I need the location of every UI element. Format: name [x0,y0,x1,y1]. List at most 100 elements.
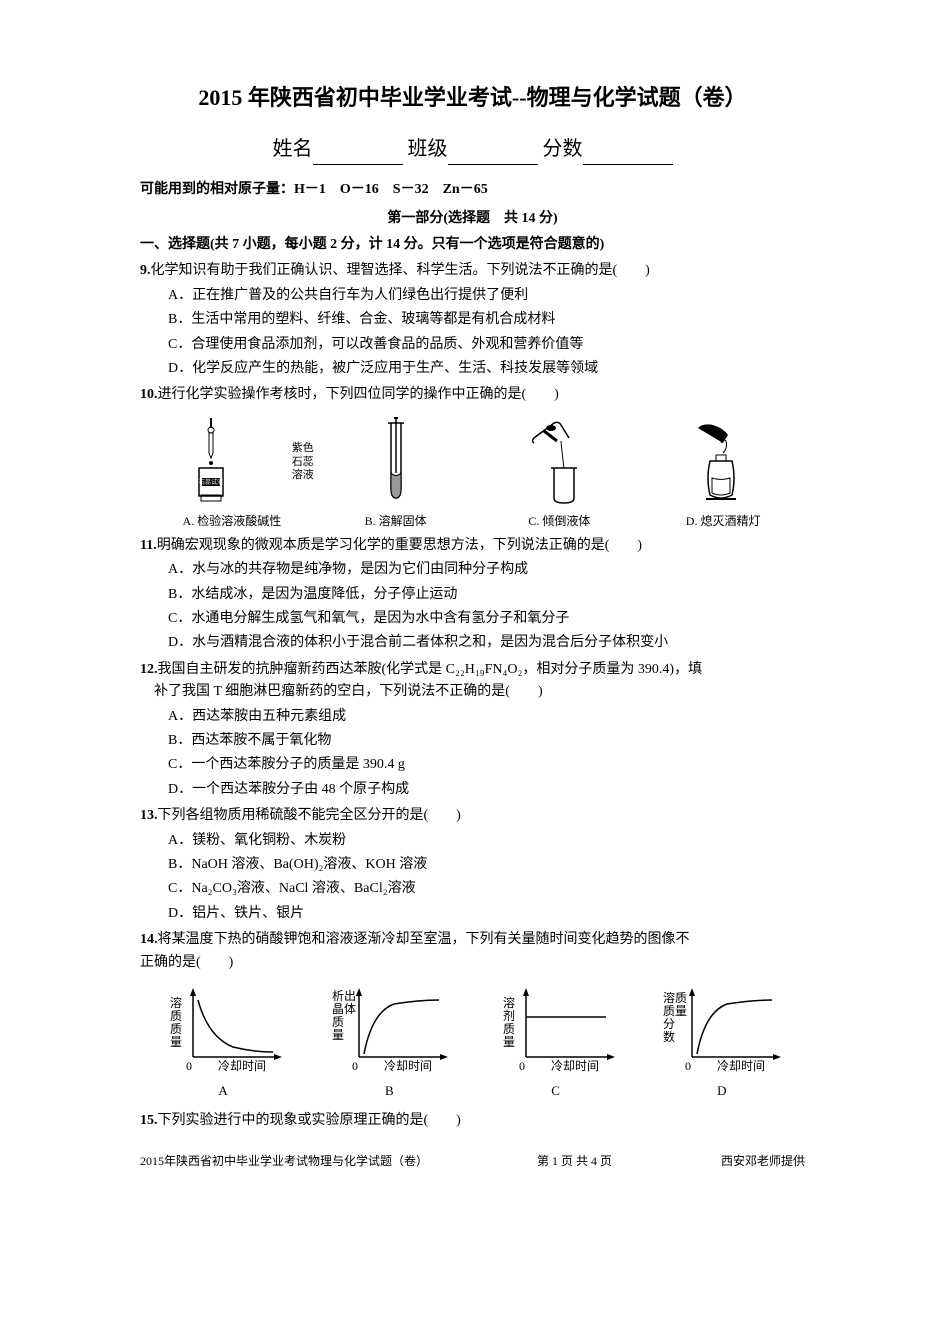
q9-opt-d: D．化学反应产生的热能，被广泛应用于生产、生活、科技发展等领域 [168,358,805,380]
q10-label-c: C. 倾倒液体 [478,512,642,531]
q14-letter-b: B [306,1081,472,1102]
q12-opt-c: C．一个西达苯胺分子的质量是 390.4 g [168,754,805,776]
svg-text:质: 质 [170,1022,182,1036]
svg-text:质: 质 [503,1022,515,1036]
q10a-side1: 紫色 [292,442,314,455]
q10a-side2: 石蕊 [292,456,314,469]
name-blank [313,147,403,165]
q11-opt-c: C．水通电分解生成氢气和氧气，是因为水中含有氢分子和氧分子 [168,608,805,630]
chart-a-origin: 0 [186,1059,192,1073]
svg-text:量: 量 [503,1035,515,1049]
q10a-side3: 溶液 [292,469,314,482]
svg-text:0: 0 [352,1059,358,1073]
svg-text:量: 量 [170,1035,182,1049]
q11-num: 11. [140,538,157,553]
q9-opt-b: B．生活中常用的塑料、纤维、合金、玻璃等都是有机合成材料 [168,309,805,331]
q14-charts: 溶 质 质 量 0 冷却时间 A 析 出 晶 体 质 量 [140,982,805,1102]
q14-stem-p1: 将某温度下热的硝酸钾饱和溶液逐渐冷却至室温，下列有关量随时间变化趋势的图像不 [158,932,690,947]
student-info-line: 姓名 班级 分数 [140,133,805,165]
q13-opt-b: B．NaOH 溶液、Ba(OH)₂溶液、KOH 溶液 [168,854,805,876]
q9-opt-c: C．合理使用食品添加剂，可以改善食品的品质、外观和营养价值等 [168,334,805,356]
question-15: 15.下列实验进行中的现象或实验原理正确的是( ) [140,1110,805,1132]
q11-stem: 明确宏观现象的微观本质是学习化学的重要思想方法，下列说法正确的是( ) [157,538,642,553]
svg-text:溶: 溶 [663,990,675,1005]
chart-d-icon: 溶 质 质 量 分 数 0 冷却时间 [657,982,787,1077]
q14-letter-c: C [473,1081,639,1102]
q14-num: 14. [140,932,158,947]
q12-opt-b: B．西达苯胺不属于氧化物 [168,730,805,752]
q10-img-a: 石蕊试液 紫色 石蕊 溶液 A. 检验溶液酸碱性 [150,413,314,531]
chart-b-icon: 析 出 晶 体 质 量 0 冷却时间 [324,982,454,1077]
svg-text:0: 0 [519,1059,525,1073]
chart-a-xlabel: 冷却时间 [218,1059,266,1073]
q14-letter-a: A [140,1081,306,1102]
svg-text:体: 体 [344,1002,356,1016]
svg-text:质: 质 [332,1015,344,1029]
q12-stem-p2: 补了我国 T 细胞淋巴瘤新药的空白，下列说法不正确的是( ) [140,681,805,703]
score-label: 分数 [543,138,583,160]
atomic-mass-line: 可能用到的相对原子量：H－1 O－16 S－32 Zn－65 [140,179,805,201]
chart-c-xlabel: 冷却时间 [551,1059,599,1073]
question-12: 12.我国自主研发的抗肿瘤新药西达苯胺(化学式是 C₂₂H₁₉FN₄O₂，相对分… [140,659,805,801]
alcohol-lamp-icon [688,413,758,508]
q12-opt-d: D．一个西达苯胺分子由 48 个原子构成 [168,779,805,801]
q14-chart-c: 溶 剂 质 量 0 冷却时间 C [473,982,639,1102]
q14-chart-d: 溶 质 质 量 分 数 0 冷却时间 D [639,982,805,1102]
q10-images: 石蕊试液 紫色 石蕊 溶液 A. 检验溶液酸碱性 B. 溶解固体 [150,413,805,531]
question-11: 11.明确宏观现象的微观本质是学习化学的重要思想方法，下列说法正确的是( ) A… [140,535,805,655]
footer-left: 2015年陕西省初中毕业学业考试物理与化学试题（卷） [140,1152,428,1171]
q11-opt-a: A．水与冰的共存物是纯净物，是因为它们由同种分子构成 [168,559,805,581]
footer-center: 第 1 页 共 4 页 [537,1152,612,1171]
svg-text:出: 出 [344,989,356,1003]
chart-d-xlabel: 冷却时间 [717,1059,765,1073]
q9-num: 9. [140,263,151,278]
svg-text:质: 质 [663,1004,675,1018]
q9-opt-a: A．正在推广普及的公共自行车为人们绿色出行提供了便利 [168,285,805,307]
q10-img-b: B. 溶解固体 [314,413,478,531]
svg-text:0: 0 [685,1059,691,1073]
test-tube-icon [366,413,426,508]
chart-c-icon: 溶 剂 质 量 0 冷却时间 [491,982,621,1077]
score-blank [583,147,673,165]
q10-stem: 进行化学实验操作考核时，下列四位同学的操作中正确的是( ) [158,387,559,402]
chart-a-yl1: 溶 [170,995,182,1010]
q15-num: 15. [140,1113,158,1128]
section-header: 第一部分(选择题 共 14 分) [140,208,805,230]
page-footer: 2015年陕西省初中毕业学业考试物理与化学试题（卷） 第 1 页 共 4 页 西… [140,1152,805,1171]
q13-stem: 下列各组物质用稀硫酸不能完全区分开的是( ) [158,808,461,823]
q12-stem-p1: 我国自主研发的抗肿瘤新药西达苯胺(化学式是 C₂₂H₁₉FN₄O₂，相对分子质量… [158,662,703,677]
class-blank [448,147,538,165]
page-title: 2015 年陕西省初中毕业学业考试--物理与化学试题（卷） [140,80,805,115]
q10-img-d: D. 熄灭酒精灯 [641,413,805,531]
footer-right: 西安邓老师提供 [721,1152,805,1171]
question-10: 10.进行化学实验操作考核时，下列四位同学的操作中正确的是( ) 石蕊试液 紫色… [140,384,805,531]
dropper-bottle-icon: 石蕊试液 [191,413,251,508]
chart-b-xlabel: 冷却时间 [384,1059,432,1073]
q12-num: 12. [140,662,158,677]
q10-img-c: C. 倾倒液体 [478,413,642,531]
svg-text:质: 质 [675,991,687,1005]
q14-chart-b: 析 出 晶 体 质 量 0 冷却时间 B [306,982,472,1102]
q11-opt-d: D．水与酒精混合液的体积小于混合前二者体积之和，是因为混合后分子体积变小 [168,632,805,654]
q13-num: 13. [140,808,158,823]
q10-num: 10. [140,387,158,402]
question-14: 14.将某温度下热的硝酸钾饱和溶液逐渐冷却至室温，下列有关量随时间变化趋势的图像… [140,929,805,1102]
q10-label-a: A. 检验溶液酸碱性 [150,512,314,531]
question-13: 13.下列各组物质用稀硫酸不能完全区分开的是( ) A．镁粉、氧化铜粉、木炭粉 … [140,805,805,925]
q10-label-d: D. 熄灭酒精灯 [641,512,805,531]
question-9: 9.化学知识有助于我们正确认识、理智选择、科学生活。下列说法不正确的是( ) A… [140,260,805,380]
q13-opt-d: D．铝片、铁片、银片 [168,903,805,925]
svg-text:析: 析 [332,989,344,1003]
svg-text:石蕊试液: 石蕊试液 [199,478,223,486]
pour-liquid-icon [519,413,599,508]
chart-a-icon: 溶 质 质 量 0 冷却时间 [158,982,288,1077]
name-label: 姓名 [273,138,313,160]
svg-text:量: 量 [332,1028,344,1042]
q13-opt-c: C．Na₂CO₃溶液、NaCl 溶液、BaCl₂溶液 [168,878,805,900]
svg-text:数: 数 [663,1029,675,1044]
q13-opt-a: A．镁粉、氧化铜粉、木炭粉 [168,830,805,852]
q10-label-b: B. 溶解固体 [314,512,478,531]
svg-text:量: 量 [675,1004,687,1018]
q14-letter-d: D [639,1081,805,1102]
svg-text:剂: 剂 [503,1008,515,1023]
